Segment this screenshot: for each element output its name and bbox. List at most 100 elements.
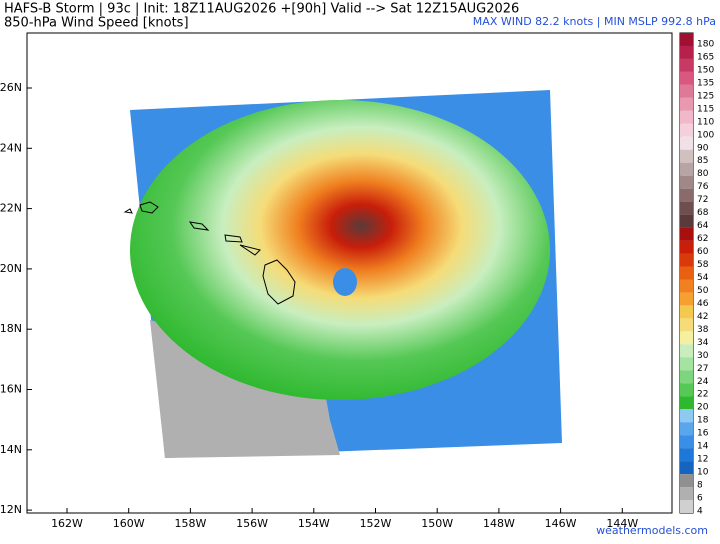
colorbar-cell [680, 214, 693, 228]
colorbar-cell [680, 383, 693, 397]
colorbar-cell [680, 240, 693, 254]
colorbar-cell [680, 123, 693, 137]
colorbar-cell [680, 58, 693, 72]
wind-field [130, 100, 550, 400]
colorbar-label: 68 [697, 208, 709, 218]
colorbar-cell [680, 448, 693, 462]
colorbar-cell [680, 370, 693, 384]
colorbar-label: 150 [697, 65, 714, 75]
colorbar-label: 100 [697, 130, 714, 140]
colorbar-cell [680, 331, 693, 345]
colorbar-cell [680, 357, 693, 371]
colorbar-label: 180 [697, 39, 714, 49]
colorbar-label: 30 [697, 351, 709, 361]
subtitle: 850-hPa Wind Speed [knots] [4, 16, 189, 31]
colorbar-label: 12 [697, 455, 708, 465]
colorbar-cell [680, 71, 693, 85]
lat-label: 26N [0, 81, 22, 94]
lon-label: 158W [174, 517, 206, 530]
colorbar-cell [680, 409, 693, 423]
colorbar-cell [680, 84, 693, 98]
credit: weathermodels.com [596, 524, 708, 537]
colorbar-label: 90 [697, 143, 709, 153]
colorbar-label: 85 [697, 156, 708, 166]
lon-label: 156W [236, 517, 268, 530]
colorbar-cell [680, 97, 693, 111]
colorbar-label: 115 [697, 104, 714, 114]
lat-label: 16N [0, 383, 22, 396]
colorbar-label: 125 [697, 91, 714, 101]
colorbar-label: 27 [697, 364, 708, 374]
lat-label: 22N [0, 202, 22, 215]
colorbar-cell [680, 188, 693, 202]
colorbar-cell [680, 396, 693, 410]
colorbar-label: 34 [697, 338, 709, 348]
colorbar-label: 22 [697, 390, 708, 400]
colorbar-label: 76 [697, 182, 709, 192]
colorbar-label: 16 [697, 429, 709, 439]
colorbar-cell [680, 45, 693, 59]
title: HAFS-B Storm | 93c | Init: 18Z11AUG2026 … [4, 2, 519, 17]
colorbar-label: 42 [697, 312, 708, 322]
colorbar-label: 54 [697, 273, 709, 283]
colorbar-label: 80 [697, 169, 709, 179]
lat-label: 14N [0, 443, 22, 456]
storm-eye [333, 268, 357, 296]
colorbar-label: 60 [697, 247, 709, 257]
colorbar-cell [680, 474, 693, 488]
colorbar-cell [680, 136, 693, 150]
colorbar-cell [680, 149, 693, 163]
colorbar-label: 4 [697, 507, 703, 517]
colorbar-cell [680, 318, 693, 332]
colorbar-label: 62 [697, 234, 708, 244]
colorbar-label: 135 [697, 78, 714, 88]
lon-label: 150W [421, 517, 453, 530]
colorbar-cell [680, 344, 693, 358]
colorbar-label: 46 [697, 299, 709, 309]
colorbar-cell [680, 500, 693, 513]
colorbar-label: 6 [697, 494, 703, 504]
colorbar-label: 50 [697, 286, 709, 296]
colorbar-cell [680, 162, 693, 176]
colorbar-cell [680, 110, 693, 124]
colorbar-label: 165 [697, 52, 714, 62]
colorbar-cell [680, 435, 693, 449]
colorbar-cell [680, 461, 693, 475]
colorbar-cell [680, 292, 693, 306]
colorbar-cell [680, 266, 693, 280]
colorbar-cell [680, 175, 693, 189]
lat-label: 20N [0, 262, 22, 275]
colorbar-cell [680, 33, 693, 46]
colorbar-cell [680, 253, 693, 267]
colorbar-cell [680, 201, 693, 215]
colorbar-label: 10 [697, 468, 709, 478]
lon-label: 152W [360, 517, 392, 530]
lat-label: 24N [0, 141, 22, 154]
lon-label: 146W [545, 517, 577, 530]
colorbar-cell [680, 227, 693, 241]
colorbar-cell [680, 422, 693, 436]
lat-label: 12N [0, 503, 22, 516]
colorbar-cell [680, 279, 693, 293]
colorbar-label: 8 [697, 481, 703, 491]
lon-label: 160W [113, 517, 145, 530]
storm-stats: MAX WIND 82.2 knots | MIN MSLP 992.8 hPa [473, 15, 716, 28]
colorbar-label: 110 [697, 117, 714, 127]
colorbar-label: 14 [697, 442, 709, 452]
colorbar-label: 20 [697, 403, 709, 413]
colorbar-cell [680, 305, 693, 319]
lon-label: 154W [298, 517, 330, 530]
lat-label: 18N [0, 322, 22, 335]
lon-label: 162W [51, 517, 83, 530]
colorbar-label: 64 [697, 221, 709, 231]
colorbar-label: 58 [697, 260, 709, 270]
colorbar-label: 72 [697, 195, 708, 205]
colorbar-label: 18 [697, 416, 709, 426]
colorbar-cell [680, 487, 693, 501]
colorbar-label: 38 [697, 325, 709, 335]
islands [123, 201, 296, 305]
lon-label: 144W [606, 517, 638, 530]
colorbar-label: 24 [697, 377, 709, 387]
lon-label: 148W [483, 517, 515, 530]
